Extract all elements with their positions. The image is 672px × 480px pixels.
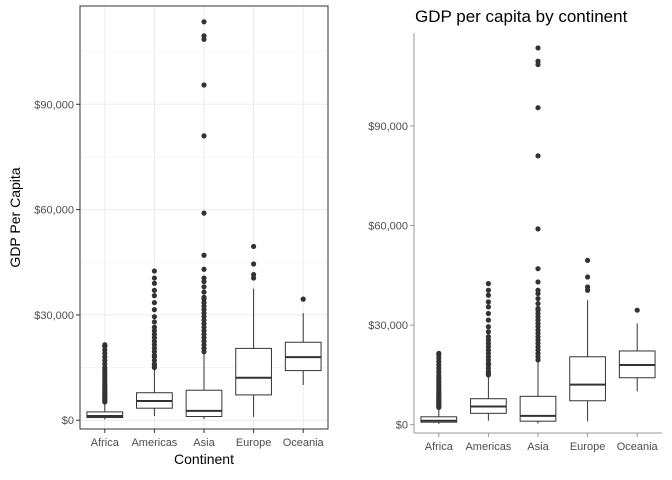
outlier-point bbox=[585, 274, 591, 280]
iqr-box bbox=[519, 395, 557, 422]
outlier-point bbox=[251, 271, 257, 278]
right-y-tick-label: $60,000 bbox=[368, 221, 408, 233]
left-y-tick-label: $0 bbox=[62, 415, 74, 427]
outlier-point bbox=[485, 317, 491, 323]
right-y-tick-label: $0 bbox=[396, 420, 408, 432]
iqr-box bbox=[420, 416, 458, 423]
right-box-europe bbox=[569, 257, 606, 422]
outlier-point bbox=[300, 296, 306, 302]
outlier-point bbox=[535, 58, 541, 64]
outlier-point bbox=[485, 299, 491, 305]
outlier-point bbox=[535, 45, 541, 51]
outlier-point bbox=[535, 287, 541, 293]
outlier-point bbox=[535, 300, 541, 307]
outlier-point bbox=[151, 319, 157, 325]
right-x-tick-label: Americas bbox=[465, 441, 511, 453]
outlier-point bbox=[535, 305, 541, 312]
outlier-point bbox=[535, 105, 541, 111]
left-x-axis-title: Continent bbox=[174, 451, 234, 467]
outlier-point bbox=[151, 300, 157, 306]
outlier-point bbox=[535, 295, 541, 302]
outlier-point bbox=[485, 324, 491, 330]
outlier-point bbox=[201, 252, 207, 258]
right-x-tick-label: Europe bbox=[570, 441, 605, 453]
right-y-tick-label: $30,000 bbox=[368, 320, 408, 332]
outlier-point bbox=[535, 153, 541, 159]
left-box-africa bbox=[86, 342, 124, 420]
outlier-point bbox=[151, 293, 157, 299]
right-box-americas bbox=[470, 281, 507, 421]
right-x-tick-label: Asia bbox=[527, 441, 549, 453]
left-x-tick-label: Europe bbox=[236, 437, 271, 449]
right-x-tick-label: Oceania bbox=[617, 441, 659, 453]
outlier-point bbox=[485, 292, 491, 298]
left-x-tick-label: Oceania bbox=[283, 437, 325, 449]
outlier-point bbox=[201, 210, 207, 216]
iqr-box bbox=[185, 389, 223, 418]
outlier-point bbox=[485, 287, 491, 293]
iqr-box bbox=[569, 356, 606, 402]
left-panel bbox=[76, 5, 329, 433]
outlier-point bbox=[151, 287, 157, 293]
left-x-tick-label: Africa bbox=[91, 437, 120, 449]
outlier-point bbox=[251, 261, 257, 267]
left-x-tick-label: Asia bbox=[193, 437, 215, 449]
outlier-point bbox=[585, 257, 591, 263]
iqr-box bbox=[235, 347, 272, 396]
outlier-point bbox=[151, 268, 157, 274]
left-box-asia bbox=[185, 19, 223, 420]
outlier-point bbox=[201, 275, 207, 281]
outlier-point bbox=[634, 307, 640, 313]
outlier-point bbox=[151, 307, 157, 313]
outlier-point bbox=[201, 294, 207, 300]
left-y-tick-label: $60,000 bbox=[34, 205, 74, 217]
right-panel bbox=[410, 33, 662, 437]
outlier-point bbox=[535, 226, 541, 232]
outlier-point bbox=[251, 243, 257, 250]
outlier-point bbox=[485, 281, 491, 287]
outlier-point bbox=[485, 329, 491, 335]
right-chart-title: GDP per capita by continent bbox=[415, 7, 628, 26]
outlier-point bbox=[201, 284, 207, 290]
left-y-axis-title: GDP Per Capita bbox=[7, 167, 23, 267]
outlier-point bbox=[151, 275, 157, 281]
outlier-point bbox=[535, 279, 541, 285]
outlier-point bbox=[151, 324, 157, 330]
right-y-tick-label: $90,000 bbox=[368, 121, 408, 133]
left-box-oceania bbox=[284, 296, 322, 385]
outlier-point bbox=[201, 33, 207, 39]
iqr-box bbox=[86, 411, 124, 419]
left-box-europe bbox=[235, 243, 272, 417]
left-box-americas bbox=[136, 268, 173, 417]
outlier-point bbox=[535, 266, 541, 272]
outlier-point bbox=[151, 314, 157, 320]
outlier-point bbox=[201, 133, 207, 139]
right-box-africa bbox=[420, 350, 458, 424]
outlier-point bbox=[201, 19, 207, 25]
left-y-tick-label: $30,000 bbox=[34, 310, 74, 322]
right-box-oceania bbox=[618, 307, 656, 392]
outlier-point bbox=[485, 304, 491, 310]
outlier-point bbox=[485, 310, 491, 317]
right-box-asia bbox=[519, 45, 557, 424]
right-x-tick-label: Africa bbox=[425, 441, 454, 453]
left-y-tick-label: $90,000 bbox=[34, 99, 74, 111]
outlier-point bbox=[151, 280, 157, 286]
outlier-point bbox=[102, 342, 108, 348]
left-x-tick-label: Americas bbox=[131, 437, 177, 449]
outlier-point bbox=[201, 82, 207, 88]
outlier-point bbox=[485, 334, 491, 340]
outlier-point bbox=[201, 289, 207, 295]
outlier-point bbox=[585, 284, 591, 290]
outlier-point bbox=[436, 350, 442, 356]
outlier-point bbox=[201, 266, 207, 272]
